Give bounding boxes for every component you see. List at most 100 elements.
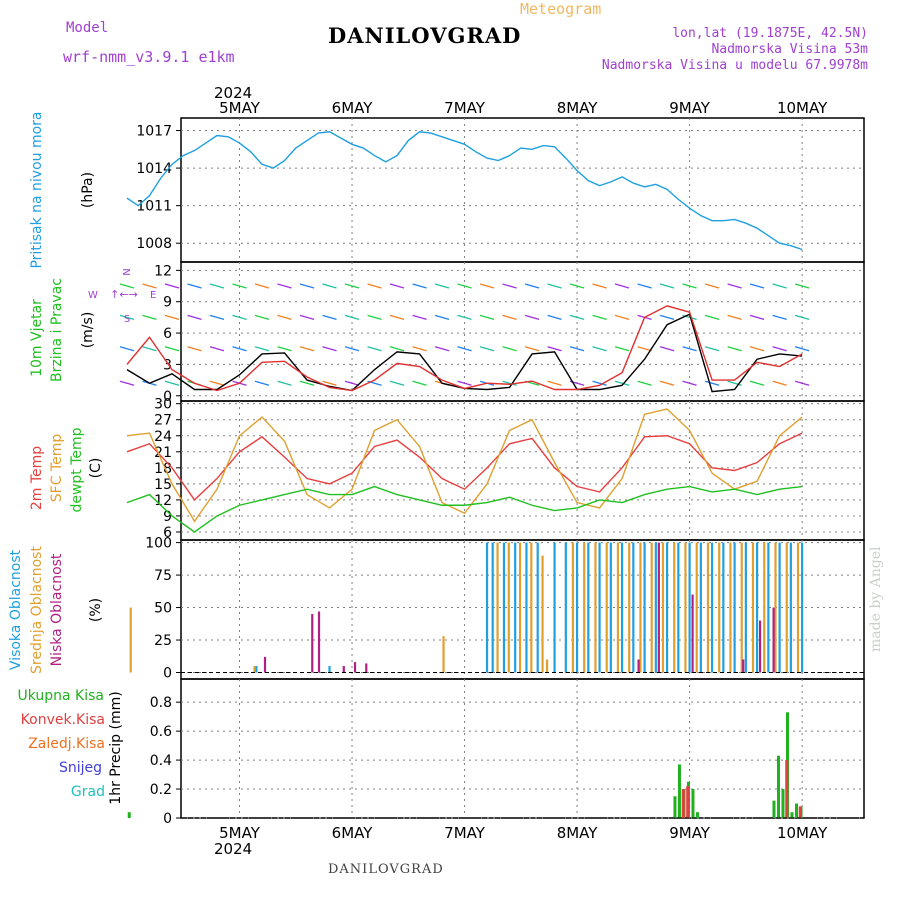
wind-arrow [344,346,360,352]
clouds-bar [514,542,517,673]
precip-ytick-label: 0.8 [150,695,172,711]
clouds-bar [778,542,781,673]
wind-arrow [209,314,225,321]
clouds-bar [620,542,624,673]
clouds-bar [665,542,669,673]
wind-arrow [704,380,720,386]
precip-bar [677,764,681,818]
wind-arrow [299,380,315,386]
precip-ytick-label: 0.4 [150,753,172,769]
clouds-bar [654,542,657,673]
pressure-series-line [126,131,803,251]
x-tick-label-top: 7MAY [444,99,486,117]
temperature-ytick-label: 27 [154,413,172,429]
temperature-ytick-label: 21 [154,445,172,461]
wind-arrow [772,346,787,352]
wind-arrow [322,380,337,386]
wind-arrow [749,346,765,352]
wind-arrow [524,283,540,289]
wind-arrow [367,346,382,352]
clouds-bar [774,542,777,673]
wind-arrow [749,283,765,289]
wind-arrow [164,380,180,386]
wind-arrow [344,283,360,289]
wind-arrow [119,314,135,321]
lonlat-label: lon,lat (19.1875E, 42.5N) [672,26,868,41]
wind-arrow [322,314,337,321]
wind-arrow [614,314,630,321]
clouds-bar [763,542,766,673]
temp-ylabel-sfc: SFC Temp [49,434,65,503]
model-elevation-label: Nadmorska Visina u modelu 67.9978m [601,58,868,73]
precip-legend-item: Konvek.Kisa [21,712,105,728]
clouds-bar [525,542,528,673]
clouds-bar [502,542,506,673]
clouds-bar [657,542,660,673]
clouds-bar [594,542,597,673]
wind-arrow [592,314,607,321]
wind-arrow [569,314,585,321]
clouds-bar [699,542,702,673]
clouds-bar [536,542,539,673]
wind-arrow [389,346,405,352]
wind-arrow [682,380,697,386]
pressure-ytick-label: 1008 [136,236,172,252]
pressure-frame [180,117,865,263]
wind-arrow [209,283,225,289]
clouds-bar [772,607,775,673]
wind-arrow [547,283,562,289]
wind-ylabel-2: Brzina i Pravac [49,278,65,382]
wind-arrow [772,283,787,289]
temperature-series-line [126,432,803,501]
wind-arrow [277,314,292,321]
wind-arrow [389,380,405,386]
clouds-bar [706,542,710,673]
temp-unit: (C) [88,458,104,479]
wind-arrow [277,380,292,386]
clouds-bar [650,542,653,673]
wind-arrow [119,380,135,386]
wind-arrow [547,314,562,321]
temperature-ytick-label: 30 [154,397,172,413]
wind-arrow [704,283,720,289]
wind-arrow [164,346,180,352]
wind-arrow [502,314,517,321]
x-tick-label-top: 5MAY [219,99,261,117]
clouds-bar [796,542,800,673]
wind-arrow [479,346,495,352]
wind-arrow [277,283,292,289]
temperature-ytick-label: 24 [154,429,172,445]
wind-arrow [367,283,382,289]
x-tick-label-top: 10MAY [777,99,828,117]
clouds-ytick-label: 25 [154,633,172,649]
wind-arrow [232,314,247,321]
model-name: wrf-nmm_v3.9.1 e1km [63,48,235,66]
clouds-bar [564,542,567,673]
wind-arrow [547,346,562,352]
wind-arrow [614,380,630,386]
wind-ytick-label: 12 [154,263,172,279]
wind-arrow [502,380,517,386]
wind-arrow [142,346,157,352]
x-tick-label-bottom: 7MAY [444,824,486,842]
wind-arrow [794,283,810,289]
precip-bar [785,760,789,818]
wind-arrow [412,283,427,289]
wind-arrow [659,380,675,386]
clouds-bar [722,542,725,673]
clouds-bar [587,542,590,673]
wind-arrow [592,380,607,386]
clouds-bar [729,542,732,673]
precip-bar [794,803,798,818]
clouds-bar [328,666,331,673]
compass-w: W [88,290,98,301]
x-tick-label-bottom: 8MAY [557,824,599,842]
compass-n: N [120,268,131,275]
clouds-bar [255,666,258,673]
wind-arrow [727,283,742,289]
wind-arrow [299,283,315,289]
clouds-ytick-label: 50 [154,601,172,617]
precip-bar [781,789,785,818]
wind-arrow [434,314,450,321]
cloud-unit: (%) [88,598,104,622]
